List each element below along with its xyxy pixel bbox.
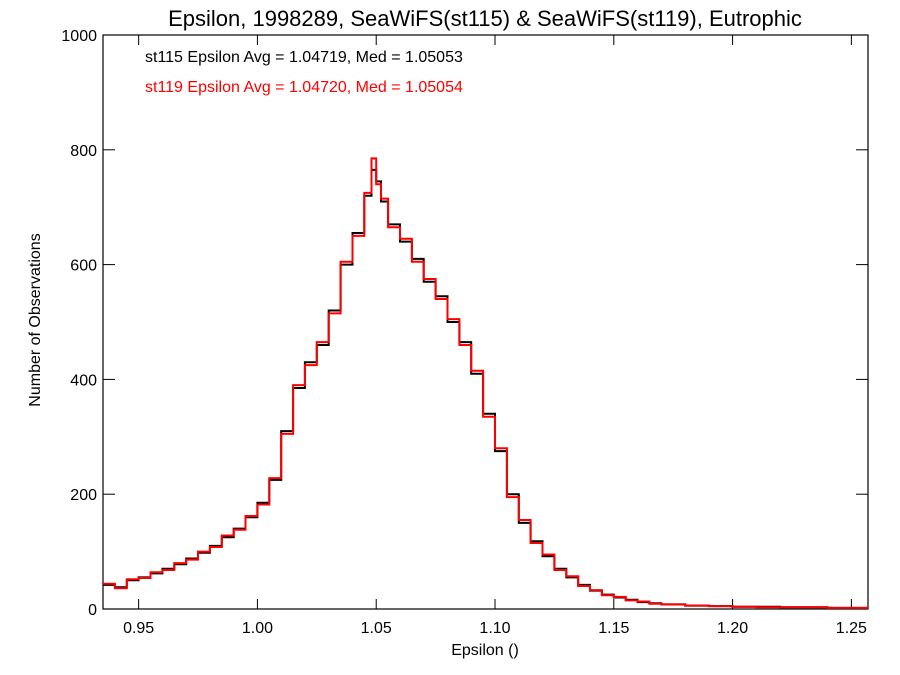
x-tick-label: 1.20 — [717, 620, 748, 637]
axis-ticks: 0.95 1.00 1.05 1.10 1.15 1.20 1.25 0 200 400 600 80… — [61, 28, 868, 637]
y-tick-label: 400 — [70, 372, 97, 389]
x-tick-label: 1.05 — [361, 620, 392, 637]
plot-frame — [102, 34, 869, 610]
y-tick-label: 0 — [88, 602, 97, 619]
x-tick-label: 1.10 — [479, 620, 510, 637]
x-axis-label: Epsilon () — [451, 642, 519, 659]
x-tick-label: 1.00 — [242, 620, 273, 637]
x-tick-label: 1.25 — [836, 620, 867, 637]
series-layer — [103, 157, 868, 609]
annotation-st119: st119 Epsilon Avg = 1.04720, Med = 1.050… — [145, 79, 463, 96]
y-tick-label: 1000 — [61, 28, 97, 45]
y-tick-label: 600 — [70, 258, 97, 275]
annotation-st115: st115 Epsilon Avg = 1.04719, Med = 1.050… — [145, 49, 463, 66]
series-line-st115 — [103, 168, 868, 609]
chart-title: Epsilon, 1998289, SeaWiFS(st115) & SeaWi… — [168, 6, 802, 31]
x-tick-label: 1.15 — [598, 620, 629, 637]
y-tick-label: 200 — [70, 487, 97, 504]
series-line-st119 — [103, 157, 868, 609]
x-tick-label: 0.95 — [123, 620, 154, 637]
y-axis-label: Number of Observations — [27, 233, 44, 406]
y-tick-label: 800 — [70, 143, 97, 160]
